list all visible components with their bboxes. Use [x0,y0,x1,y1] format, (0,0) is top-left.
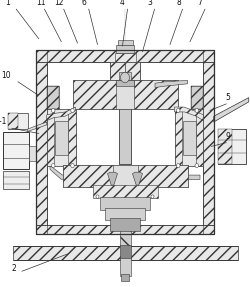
Circle shape [120,72,130,83]
Text: 5: 5 [225,93,230,102]
Circle shape [96,195,99,198]
Bar [191,86,203,109]
Bar [120,258,130,276]
Bar [119,83,131,164]
Bar [174,109,203,166]
Bar [105,208,145,220]
Bar [182,121,196,155]
Polygon shape [132,172,142,185]
Bar [125,62,140,80]
Bar [138,165,188,187]
Circle shape [176,164,180,168]
Bar [121,274,129,281]
Bar [118,40,132,45]
Bar [114,53,136,63]
Bar [72,80,116,109]
Bar [110,62,140,80]
Bar [62,165,112,187]
Polygon shape [214,98,249,122]
Bar [203,50,214,234]
Circle shape [71,164,74,168]
Bar [119,83,131,164]
Bar [47,86,59,109]
Polygon shape [177,166,200,179]
Bar [119,72,131,80]
Bar [36,50,47,234]
Circle shape [71,108,74,113]
Polygon shape [50,166,72,179]
Bar [117,50,133,86]
Bar [110,218,140,231]
Bar [55,121,68,155]
Bar [218,129,246,164]
Bar [117,50,133,86]
Polygon shape [155,80,188,88]
Bar [2,171,29,189]
Bar [120,223,130,246]
Bar [100,197,150,210]
Bar [120,245,130,260]
Bar [110,62,140,80]
Text: 12: 12 [54,0,64,7]
Polygon shape [108,172,118,185]
Polygon shape [174,107,203,121]
Bar [68,109,76,166]
Text: 8: 8 [176,0,181,7]
Text: 2: 2 [12,264,16,273]
Bar [47,109,76,166]
Bar [174,109,182,166]
Circle shape [52,164,55,168]
Polygon shape [28,122,47,131]
Bar [2,132,29,169]
Bar [47,86,59,109]
Text: 4: 4 [120,0,125,7]
Bar [134,80,178,109]
Bar [8,113,28,129]
Bar [196,109,203,166]
Bar [191,86,203,109]
Bar [116,45,134,53]
Text: 3: 3 [148,0,152,7]
Bar [36,50,214,62]
Bar [72,80,178,109]
Bar [62,165,188,187]
Text: 11: 11 [36,0,46,7]
Bar [8,113,18,129]
Bar [12,246,237,260]
Text: 10: 10 [2,71,11,80]
Bar [116,80,134,86]
Bar [92,185,158,198]
Circle shape [151,195,154,198]
Text: 4-1: 4-1 [0,117,8,126]
Bar [218,129,232,164]
Circle shape [195,108,198,113]
Bar [36,50,214,234]
Text: 7: 7 [198,0,202,7]
Circle shape [52,108,55,113]
Polygon shape [47,107,76,121]
Circle shape [195,164,198,168]
Bar [36,225,214,234]
Bar [110,62,124,80]
Text: 6: 6 [81,0,86,7]
Bar [29,146,36,161]
Bar [47,109,54,166]
Text: 1: 1 [5,0,10,7]
Text: 9: 9 [225,132,230,141]
Circle shape [176,108,180,113]
